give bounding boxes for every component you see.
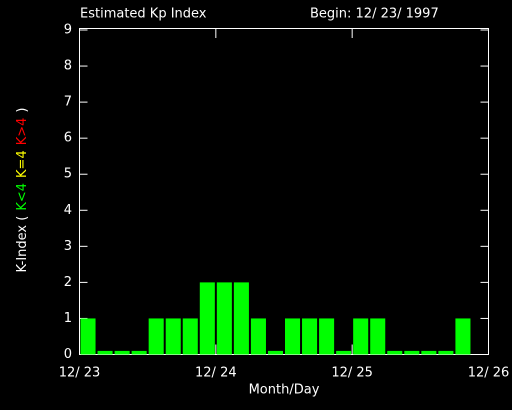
- bar: [182, 318, 198, 355]
- bar: [319, 318, 335, 355]
- y-label-part: K>4: [15, 118, 30, 146]
- x-tick-label: 12/ 23: [59, 366, 101, 381]
- bar: [148, 318, 164, 355]
- chart-subtitle: Begin: 12/ 23/ 1997: [310, 7, 439, 22]
- bar: [267, 350, 283, 355]
- bar: [233, 282, 249, 355]
- bar: [97, 350, 113, 355]
- bar: [131, 350, 147, 355]
- y-tick-label: 4: [64, 203, 72, 218]
- bar: [438, 350, 454, 355]
- bar: [370, 318, 386, 355]
- y-label-part: K<4: [15, 183, 30, 211]
- y-tick-label: 6: [64, 131, 72, 146]
- y-tick-label: 1: [64, 311, 72, 326]
- chart-title: Estimated Kp Index: [80, 7, 207, 22]
- y-tick-label: 7: [64, 95, 72, 110]
- bar: [302, 318, 318, 355]
- bar: [114, 350, 130, 355]
- y-label-part: K-Index (: [15, 216, 30, 273]
- bar: [285, 318, 301, 355]
- bar: [165, 318, 181, 355]
- y-label-part: K=4: [15, 150, 30, 178]
- y-tick-label: 8: [64, 59, 72, 74]
- x-axis-label: Month/Day: [249, 383, 320, 398]
- y-tick-label: 0: [64, 347, 72, 362]
- y-label-part: ): [15, 107, 30, 112]
- bar: [387, 350, 403, 355]
- bar: [250, 318, 266, 355]
- bar: [199, 282, 215, 355]
- x-tick-label: 12/ 25: [331, 366, 373, 381]
- y-axis-label: K-Index ( K<4 K=4 K>4): [15, 107, 30, 272]
- x-tick-label: 12/ 24: [195, 366, 237, 381]
- bar: [404, 350, 420, 355]
- bar: [336, 350, 352, 355]
- bar: [421, 350, 437, 355]
- y-tick-label: 3: [64, 239, 72, 254]
- bar: [353, 318, 369, 355]
- x-tick-label: 12/ 26: [468, 366, 510, 381]
- bar: [216, 282, 232, 355]
- plot-frame: [79, 28, 489, 355]
- y-tick-label: 2: [64, 275, 72, 290]
- y-tick-label: 9: [64, 23, 72, 38]
- bar: [455, 318, 471, 355]
- bar: [80, 318, 96, 355]
- y-tick-label: 5: [64, 167, 72, 182]
